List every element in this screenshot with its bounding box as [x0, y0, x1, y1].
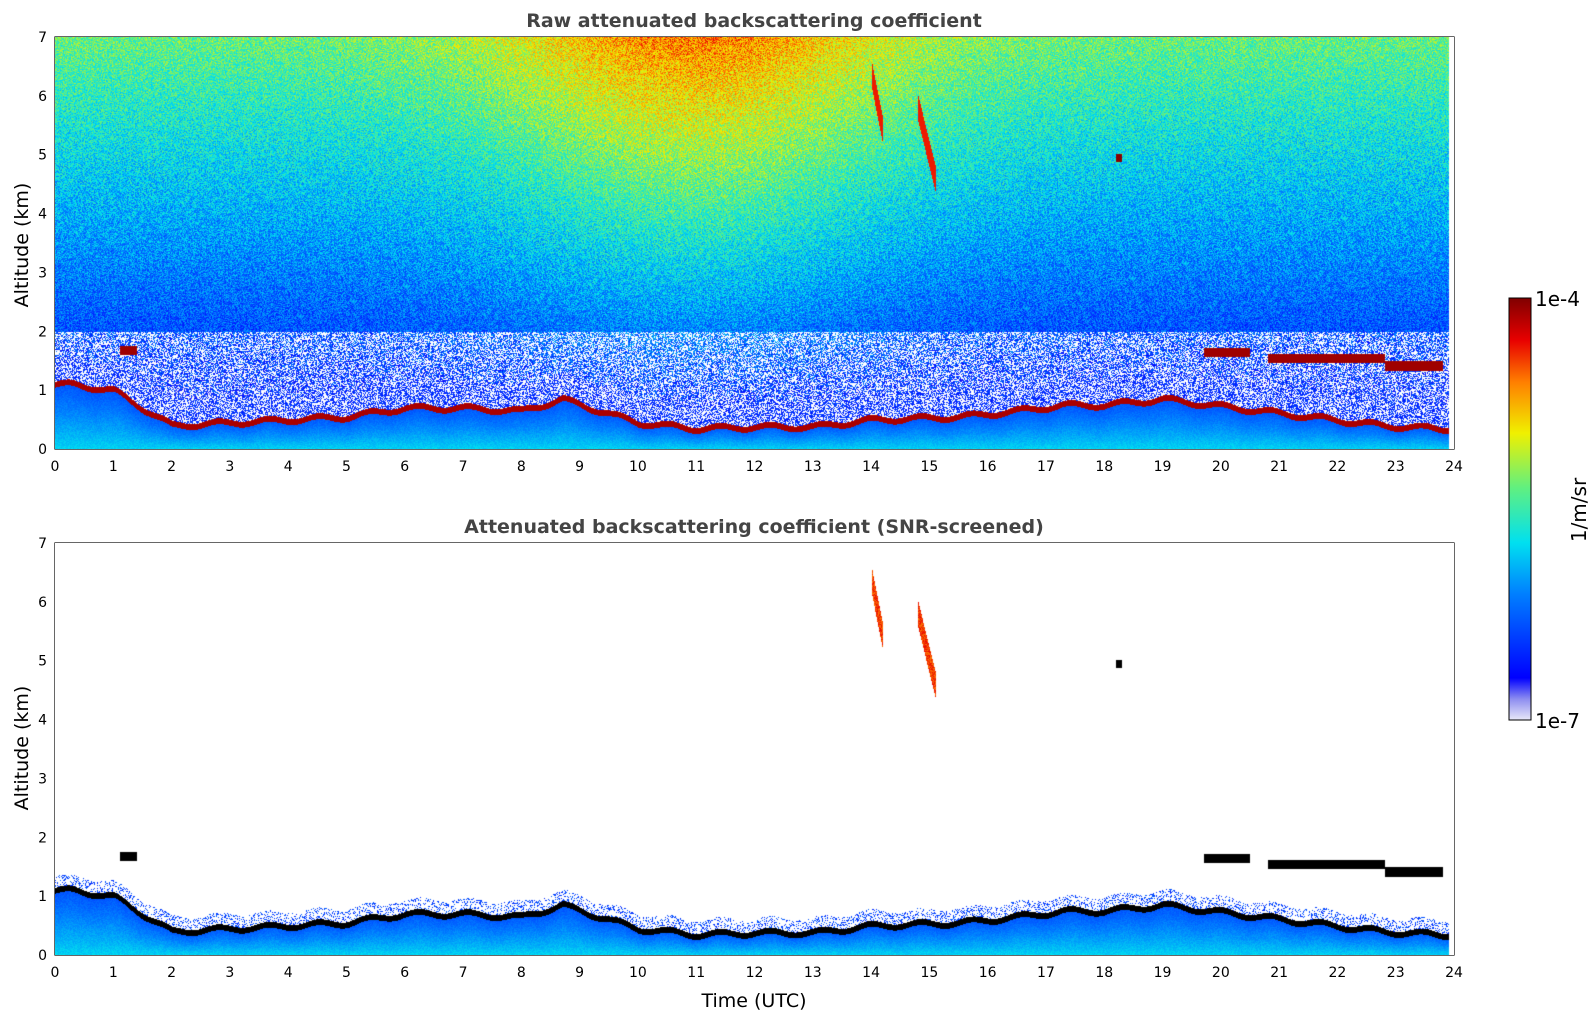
x-tick-label: 14 — [862, 965, 880, 981]
colorbar: 1e-4 1e-7 1/m/sr — [1508, 287, 1591, 733]
x-tick-label: 3 — [225, 459, 234, 475]
y-tick-label: 7 — [38, 536, 47, 552]
x-tick-label: 11 — [687, 965, 705, 981]
x-tick-label: 5 — [342, 459, 351, 475]
x-tick-label: 7 — [459, 965, 468, 981]
x-tick-label: 15 — [920, 965, 938, 981]
x-tick-label: 16 — [979, 459, 997, 475]
x-tick-label: 22 — [1329, 965, 1347, 981]
x-tick-label: 16 — [979, 965, 997, 981]
y-tick-label: 4 — [38, 713, 47, 729]
x-tick-label: 6 — [400, 965, 409, 981]
x-tick-label: 13 — [804, 459, 822, 475]
x-tick-label: 4 — [284, 965, 293, 981]
y-tick-label: 1 — [38, 383, 47, 399]
x-tick-label: 10 — [629, 965, 647, 981]
raw-backscatter-heatmap — [55, 37, 1454, 449]
x-tick-label: 19 — [1154, 965, 1172, 981]
y-tick-label: 6 — [38, 89, 47, 105]
y-tick-label: 2 — [38, 830, 47, 846]
screened-backscatter-heatmap — [55, 543, 1454, 955]
raw-backscatter-panel: Raw attenuated backscattering coefficien… — [11, 10, 1463, 475]
y-tick-label: 5 — [38, 148, 47, 164]
x-tick-label: 22 — [1329, 459, 1347, 475]
colorbar-gradient — [1508, 297, 1532, 721]
colorbar-min-label: 1e-7 — [1535, 709, 1580, 733]
x-tick-label: 24 — [1445, 965, 1463, 981]
x-tick-label: 6 — [400, 459, 409, 475]
x-tick-label: 9 — [575, 459, 584, 475]
x-tick-label: 1 — [109, 965, 118, 981]
y-tick-label: 0 — [38, 442, 47, 458]
y-tick-label: 3 — [38, 771, 47, 787]
x-tick-label: 7 — [459, 459, 468, 475]
x-tick-label: 1 — [109, 459, 118, 475]
x-tick-label: 12 — [746, 459, 764, 475]
x-tick-label: 12 — [746, 965, 764, 981]
raw-panel-ticks: 0 1 2 3 4 5 6 7 8 9 10 11 12 13 14 15 16 17 18 19 20 21 22 23 24… — [38, 30, 1463, 475]
x-tick-label: 21 — [1270, 965, 1288, 981]
x-tick-label: 2 — [167, 459, 176, 475]
x-tick-label: 18 — [1095, 965, 1113, 981]
x-tick-label: 13 — [804, 965, 822, 981]
y-tick-label: 0 — [38, 948, 47, 964]
x-tick-label: 10 — [629, 459, 647, 475]
colorbar-max-label: 1e-4 — [1535, 287, 1580, 311]
x-tick-label: 0 — [51, 965, 60, 981]
y-tick-label: 1 — [38, 889, 47, 905]
y-tick-label: 2 — [38, 324, 47, 340]
x-tick-label: 11 — [687, 459, 705, 475]
y-tick-label: 3 — [38, 265, 47, 281]
x-tick-label: 14 — [862, 459, 880, 475]
y-tick-label: 6 — [38, 595, 47, 611]
x-tick-label: 4 — [284, 459, 293, 475]
time-axis-label: Time (UTC) — [700, 990, 806, 1012]
screened-panel-ylabel: Altitude (km) — [11, 686, 33, 811]
x-tick-label: 17 — [1037, 459, 1055, 475]
x-tick-label: 19 — [1154, 459, 1172, 475]
x-tick-label: 24 — [1445, 459, 1463, 475]
x-tick-label: 17 — [1037, 965, 1055, 981]
y-tick-label: 5 — [38, 654, 47, 670]
x-tick-label: 2 — [167, 965, 176, 981]
x-tick-label: 9 — [575, 965, 584, 981]
x-tick-label: 5 — [342, 965, 351, 981]
raw-panel-ylabel: Altitude (km) — [11, 183, 33, 308]
y-tick-label: 4 — [38, 207, 47, 223]
x-tick-label: 23 — [1387, 965, 1405, 981]
x-tick-label: 3 — [225, 965, 234, 981]
raw-panel-title: Raw attenuated backscattering coefficien… — [526, 10, 982, 32]
x-tick-label: 8 — [517, 459, 526, 475]
screened-panel-title: Attenuated backscattering coefficient (S… — [464, 516, 1044, 538]
x-tick-label: 18 — [1095, 459, 1113, 475]
x-tick-label: 20 — [1212, 965, 1230, 981]
x-tick-label: 21 — [1270, 459, 1288, 475]
x-tick-label: 8 — [517, 965, 526, 981]
x-tick-label: 20 — [1212, 459, 1230, 475]
y-tick-label: 7 — [38, 30, 47, 46]
x-tick-label: 15 — [920, 459, 938, 475]
x-tick-label: 0 — [51, 459, 60, 475]
x-tick-label: 23 — [1387, 459, 1405, 475]
colorbar-unit-label: 1/m/sr — [1567, 477, 1591, 542]
